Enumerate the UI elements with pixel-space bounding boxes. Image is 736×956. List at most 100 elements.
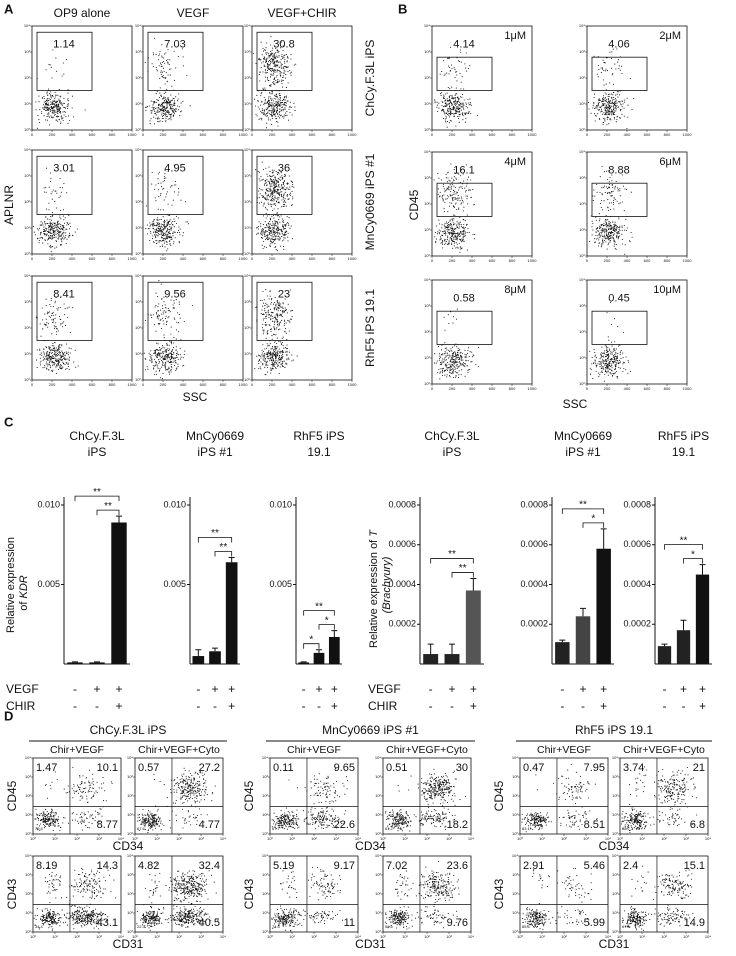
event-dot — [454, 229, 455, 230]
event-dot — [51, 298, 52, 299]
y-tick-label: 10⁰ — [135, 127, 141, 132]
event-dot — [270, 343, 271, 344]
event-dot — [145, 107, 146, 108]
event-dot — [49, 348, 50, 349]
event-dot — [277, 99, 278, 100]
event-dot — [53, 234, 54, 235]
event-dot — [274, 53, 275, 54]
event-dot — [604, 240, 605, 241]
event-dot — [46, 93, 47, 94]
event-dot — [162, 118, 163, 119]
event-dot — [275, 66, 276, 67]
event-dot — [170, 94, 171, 95]
event-dot — [285, 328, 286, 329]
event-dot — [611, 113, 612, 114]
event-dot — [627, 98, 628, 99]
event-dot — [602, 232, 603, 233]
event-dot — [155, 365, 156, 366]
event-dot — [43, 348, 44, 349]
y-tick-label: 10³ — [579, 49, 585, 54]
event-dot — [281, 236, 282, 237]
event-dot — [261, 93, 262, 94]
gate-percent: 30.8 — [273, 39, 294, 51]
event-dot — [166, 369, 167, 370]
event-dot — [54, 98, 55, 99]
event-dot — [604, 119, 605, 120]
event-dot — [69, 223, 70, 224]
event-dot — [60, 368, 61, 369]
event-dot — [276, 121, 277, 122]
event-dot — [261, 179, 262, 180]
x-tick-label: 600 — [644, 258, 651, 263]
event-dot — [165, 196, 166, 197]
event-dot — [275, 239, 276, 240]
event-dot — [461, 186, 462, 187]
event-dot — [51, 233, 52, 234]
event-dot — [455, 233, 456, 234]
event-dot — [610, 240, 611, 241]
event-dot — [273, 204, 274, 205]
event-dot — [264, 308, 265, 309]
event-dot — [155, 232, 156, 233]
event-dot — [56, 234, 57, 235]
event-dot — [464, 113, 465, 114]
event-dot — [605, 97, 606, 98]
event-dot — [68, 363, 69, 364]
event-dot — [453, 186, 454, 187]
event-dot — [54, 325, 55, 326]
event-dot — [605, 100, 606, 101]
event-dot — [454, 69, 455, 70]
event-dot — [263, 241, 264, 242]
event-dot — [161, 348, 162, 349]
event-dot — [284, 361, 285, 362]
event-dot — [283, 194, 284, 195]
event-dot — [282, 116, 283, 117]
event-dot — [456, 242, 457, 243]
x-tick-label: 800 — [220, 382, 227, 387]
event-dot — [160, 240, 161, 241]
event-dot — [287, 312, 288, 313]
event-dot — [458, 195, 459, 196]
event-dot — [157, 306, 158, 307]
event-dot — [156, 222, 157, 223]
y-tick-label: 10³ — [135, 173, 141, 178]
event-dot — [37, 367, 38, 368]
event-dot — [57, 224, 58, 225]
event-dot — [266, 179, 267, 180]
event-dot — [466, 186, 467, 187]
event-dot — [283, 80, 284, 81]
event-dot — [614, 110, 615, 111]
event-dot — [175, 370, 176, 371]
event-dot — [154, 366, 155, 367]
event-dot — [270, 36, 271, 37]
event-dot — [272, 227, 273, 228]
event-dot — [166, 231, 167, 232]
event-dot — [459, 61, 460, 62]
event-dot — [58, 354, 59, 355]
event-dot — [448, 186, 449, 187]
event-dot — [277, 222, 278, 223]
event-dot — [38, 96, 39, 97]
event-dot — [285, 202, 286, 203]
event-dot — [282, 234, 283, 235]
event-dot — [268, 96, 269, 97]
event-dot — [75, 350, 76, 351]
event-dot — [443, 200, 444, 201]
event-dot — [594, 108, 595, 109]
event-dot — [174, 100, 175, 101]
event-dot — [271, 354, 272, 355]
event-dot — [158, 323, 159, 324]
event-dot — [276, 343, 277, 344]
event-dot — [604, 118, 605, 119]
event-dot — [155, 118, 156, 119]
event-dot — [285, 363, 286, 364]
event-dot — [154, 219, 155, 220]
event-dot — [440, 243, 441, 244]
event-dot — [444, 240, 445, 241]
event-dot — [614, 114, 615, 115]
event-dot — [290, 54, 291, 55]
event-dot — [264, 361, 265, 362]
event-dot — [57, 108, 58, 109]
event-dot — [49, 93, 50, 94]
event-dot — [443, 199, 444, 200]
